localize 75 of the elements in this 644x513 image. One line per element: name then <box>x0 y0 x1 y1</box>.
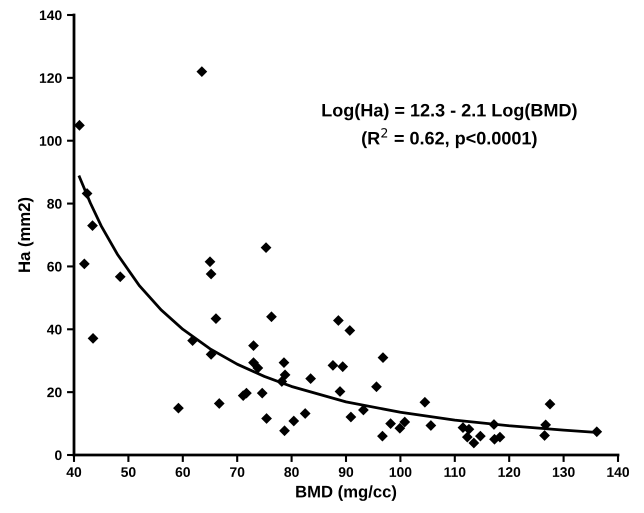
point <box>252 362 264 374</box>
point <box>206 268 216 280</box>
point <box>260 242 272 253</box>
point <box>278 357 290 368</box>
point <box>420 396 430 408</box>
annotation: Log(Ha) = 12.3 - 2.1 Log(BMD) <box>322 103 577 120</box>
point <box>540 419 552 430</box>
y-tick-label: 40 <box>46 324 62 334</box>
point <box>371 381 382 392</box>
point <box>399 416 410 428</box>
point <box>114 271 126 282</box>
point <box>82 188 92 199</box>
point <box>204 256 216 268</box>
y-tick-label: 20 <box>47 387 62 398</box>
point <box>261 413 272 424</box>
y-tick-label: 0 <box>55 450 62 460</box>
point <box>266 311 277 322</box>
x-tick-label: 120 <box>498 467 520 478</box>
point <box>280 369 290 380</box>
point <box>539 430 550 441</box>
point <box>305 373 316 384</box>
point <box>74 120 85 131</box>
point <box>358 404 369 416</box>
y-tick-label: 120 <box>40 73 62 84</box>
y-axis-title: Ha (mm2) <box>18 198 34 272</box>
point <box>377 430 388 442</box>
point <box>248 340 259 352</box>
y-tick-label: 140 <box>40 10 62 20</box>
point <box>187 335 198 346</box>
x-tick-label: 140 <box>607 467 630 478</box>
point <box>385 418 396 429</box>
point <box>88 333 98 344</box>
point <box>256 388 268 398</box>
point <box>488 419 500 430</box>
point <box>78 258 90 270</box>
x-tick-label: 110 <box>444 467 466 478</box>
point <box>394 422 406 434</box>
point <box>334 386 346 397</box>
x-tick-label: 70 <box>230 467 244 478</box>
point <box>474 430 486 442</box>
point <box>378 352 388 363</box>
point <box>214 398 225 409</box>
x-tick-label: 100 <box>390 467 412 478</box>
x-tick-label: 130 <box>552 467 575 478</box>
point <box>425 420 436 431</box>
point <box>333 315 344 326</box>
point <box>279 425 290 436</box>
x-tick-label: 50 <box>121 467 136 478</box>
y-tick-label: 100 <box>40 136 62 146</box>
point <box>462 432 473 442</box>
point <box>346 412 356 422</box>
point <box>210 313 222 324</box>
x-tick-label: 40 <box>66 467 82 478</box>
point <box>544 398 556 410</box>
annotation: (R$^{2}$ = 0.62, p<0.0001) <box>362 128 537 148</box>
point <box>196 66 208 77</box>
point <box>328 360 338 371</box>
point <box>87 220 98 231</box>
x-tick-label: 90 <box>338 467 354 478</box>
point <box>276 376 288 387</box>
point <box>468 438 480 448</box>
point <box>173 402 184 414</box>
point <box>288 416 300 426</box>
point <box>337 361 348 372</box>
point <box>591 426 602 438</box>
x-tick-label: 80 <box>284 467 299 478</box>
point <box>464 424 474 435</box>
point <box>494 432 506 442</box>
point <box>344 325 356 336</box>
y-tick-label: 60 <box>47 262 62 272</box>
point <box>206 349 216 360</box>
x-tick-label: 60 <box>176 467 190 478</box>
point <box>300 408 311 419</box>
y-tick-label: 80 <box>47 198 62 209</box>
x-axis-title: BMD (mg/cc) <box>296 485 396 501</box>
